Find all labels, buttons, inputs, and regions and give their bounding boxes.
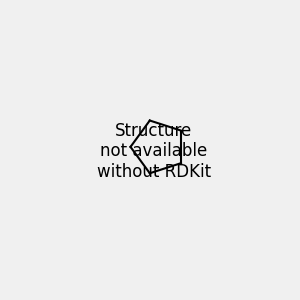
Text: Structure
not available
without RDKit: Structure not available without RDKit <box>97 122 211 181</box>
